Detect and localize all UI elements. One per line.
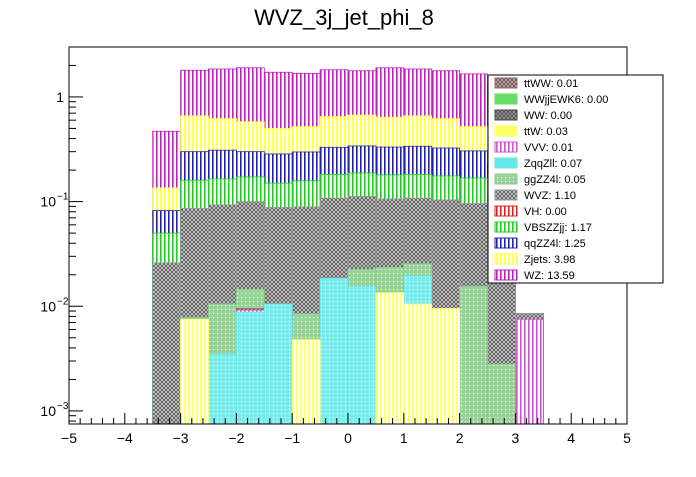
y-tick-label: 10: [40, 194, 56, 210]
legend-label: VVV: 0.01: [524, 142, 573, 154]
legend-label: VH: 0.00: [524, 206, 567, 218]
legend-label: ZqqZll: 0.07: [524, 158, 582, 170]
legend-label: WW: 0.00: [524, 110, 572, 122]
y-tick-exponent: −1: [57, 192, 69, 203]
y-tick-label: 1: [56, 89, 64, 105]
legend-swatch: [494, 269, 518, 281]
axes: −5 −4 −3 −2 −1 0 1 2 3 4 510 −310 −210 −11: [40, 46, 631, 446]
x-tick-label: 0: [344, 430, 352, 446]
y-tick-exponent: −2: [57, 296, 69, 307]
x-tick-label: −5: [61, 430, 77, 446]
bar-vvv-bin-13: [515, 318, 544, 425]
bar-ttw-bin-9: [403, 303, 433, 425]
legend-label: ttWW: 0.01: [524, 78, 578, 90]
x-tick-label: −2: [228, 430, 244, 446]
bar-ttw-bin-1: [180, 318, 209, 425]
legend-label: WZ: 13.59: [524, 270, 575, 282]
legend-label: qqZZ4l: 1.25: [524, 238, 586, 250]
legend-swatch: [494, 221, 518, 233]
legend-label: WWjjEWK6: 0.00: [524, 94, 608, 106]
x-tick-label: −4: [117, 430, 133, 446]
legend-swatch: [494, 205, 518, 217]
chart-title: WVZ_3j_jet_phi_8: [254, 5, 434, 30]
bar-ttw-bin-10: [431, 308, 461, 425]
legend: ttWW: 0.01 WWjjEWK6: 0.00 WW: 0.00 ttW: 0.0…: [487, 74, 664, 284]
legend-swatch: [494, 125, 518, 137]
x-tick-label: 3: [512, 430, 520, 446]
x-tick-label: 1: [400, 430, 408, 446]
bar-zqqzll-bin-6: [319, 277, 349, 425]
bar-ttw-bin-5: [291, 339, 321, 425]
y-tick-label: 10: [40, 403, 56, 419]
legend-swatch: [494, 237, 518, 249]
legend-label: Zjets: 3.98: [524, 254, 575, 266]
bar-zqqzll-bin-3: [235, 311, 265, 425]
bar-zqqzll-bin-7: [347, 285, 377, 425]
legend-swatch: [494, 109, 518, 121]
bar-zqqzll-bin-2: [208, 353, 237, 425]
y-tick-exponent: −3: [57, 401, 69, 412]
legend-swatch: [494, 93, 518, 105]
legend-swatch: [494, 157, 518, 169]
legend-label: WVZ: 1.10: [524, 190, 576, 202]
x-tick-label: 4: [567, 430, 575, 446]
bar-ggzz4l-bin-11: [459, 285, 488, 425]
histogram-bars: [152, 67, 544, 425]
x-tick-label: −1: [284, 430, 300, 446]
bar-ttw-bin-8: [375, 292, 405, 425]
legend-swatch: [494, 189, 518, 201]
legend-label: ttW: 0.03: [524, 126, 568, 138]
legend-swatch: [494, 77, 518, 89]
legend-swatch: [494, 141, 518, 153]
bar-zqqzll-bin-4: [263, 303, 293, 425]
bar-ggzz4l-bin-12: [487, 363, 516, 425]
legend-label: ggZZ4l: 0.05: [524, 174, 586, 186]
legend-swatch: [494, 253, 518, 265]
bar-wvz-bin-0: [152, 262, 181, 425]
x-tick-label: −3: [173, 430, 189, 446]
x-tick-label: 2: [456, 430, 464, 446]
y-tick-label: 10: [40, 298, 56, 314]
legend-label: VBSZZjj: 1.17: [524, 222, 592, 234]
legend-swatch: [494, 173, 518, 185]
x-tick-label: 5: [623, 430, 631, 446]
